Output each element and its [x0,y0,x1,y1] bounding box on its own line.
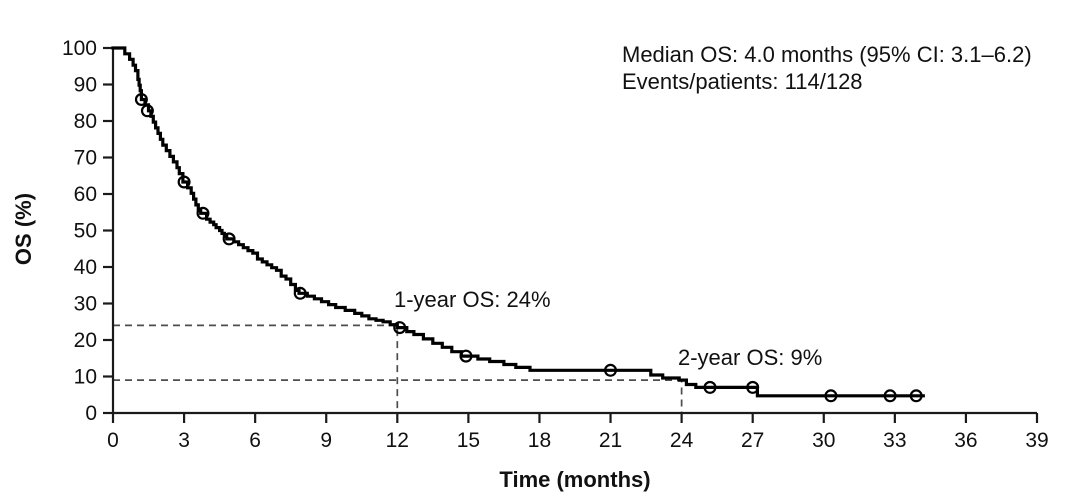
x-tick-label: 9 [320,429,332,452]
censor-mark-icon [459,349,473,363]
x-tick-label: 36 [954,429,977,452]
x-tick-label: 12 [386,429,409,452]
x-tick-label: 6 [249,429,261,452]
censor-mark-icon [603,363,617,377]
x-tick-label: 3 [178,429,190,452]
stats-median-os-text: Median OS: 4.0 months (95% CI: 3.1–6.2) [622,42,1032,67]
x-tick-label: 18 [528,429,551,452]
axis-lines [111,48,1037,415]
censor-mark-icon [140,104,154,118]
censor-mark-icon [393,321,407,335]
y-tick-label: 100 [62,37,97,60]
x-tick-label: 33 [883,429,906,452]
y-axis-title: OS (%) [11,193,36,265]
y-tick-label: 50 [74,220,97,243]
km-survival-curve [111,46,925,398]
censor-mark-icon [293,286,307,300]
y-tick-label: 80 [74,110,97,133]
x-tick-label: 30 [812,429,835,452]
y-tick-label: 70 [74,147,97,170]
y-tick-label: 90 [74,74,97,97]
censor-mark-icon [222,232,236,246]
reference-dashed-line [113,324,399,413]
censor-mark-icon [746,380,760,394]
y-tick-label: 0 [85,402,97,425]
censor-mark-icon [824,389,838,403]
tick-labels-layer: 0 3 6 9 12 15 18 21 24 27 30 33 36 390102030405060708… [62,37,1049,452]
y-tick-label: 20 [74,329,97,352]
y-tick-label: 60 [74,183,97,206]
x-tick-label: 15 [457,429,480,452]
one-year-os-annotation: 1-year OS: 24% [394,287,551,312]
survival-curve-layer [111,46,925,398]
x-tick-label: 21 [599,429,622,452]
y-tick-label: 30 [74,293,97,316]
x-tick-label: 24 [670,429,694,452]
x-tick-label: 0 [107,429,119,452]
stats-events-patients-text: Events/patients: 114/128 [622,69,863,94]
censor-mark-icon [196,206,210,220]
censor-mark-icon [134,92,148,106]
censor-mark-icon [909,389,923,403]
two-year-os-annotation: 2-year OS: 9% [678,345,822,370]
axes-layer [111,48,1037,415]
x-tick-label: 27 [741,429,764,452]
censor-marks-layer [134,92,923,403]
censor-mark-icon [177,175,191,189]
y-tick-label: 40 [74,256,97,279]
x-tick-label: 39 [1025,429,1048,452]
censor-mark-icon [703,380,717,394]
x-axis-title: Time (months) [499,467,650,492]
censor-mark-icon [883,389,897,403]
y-tick-label: 10 [74,366,97,389]
